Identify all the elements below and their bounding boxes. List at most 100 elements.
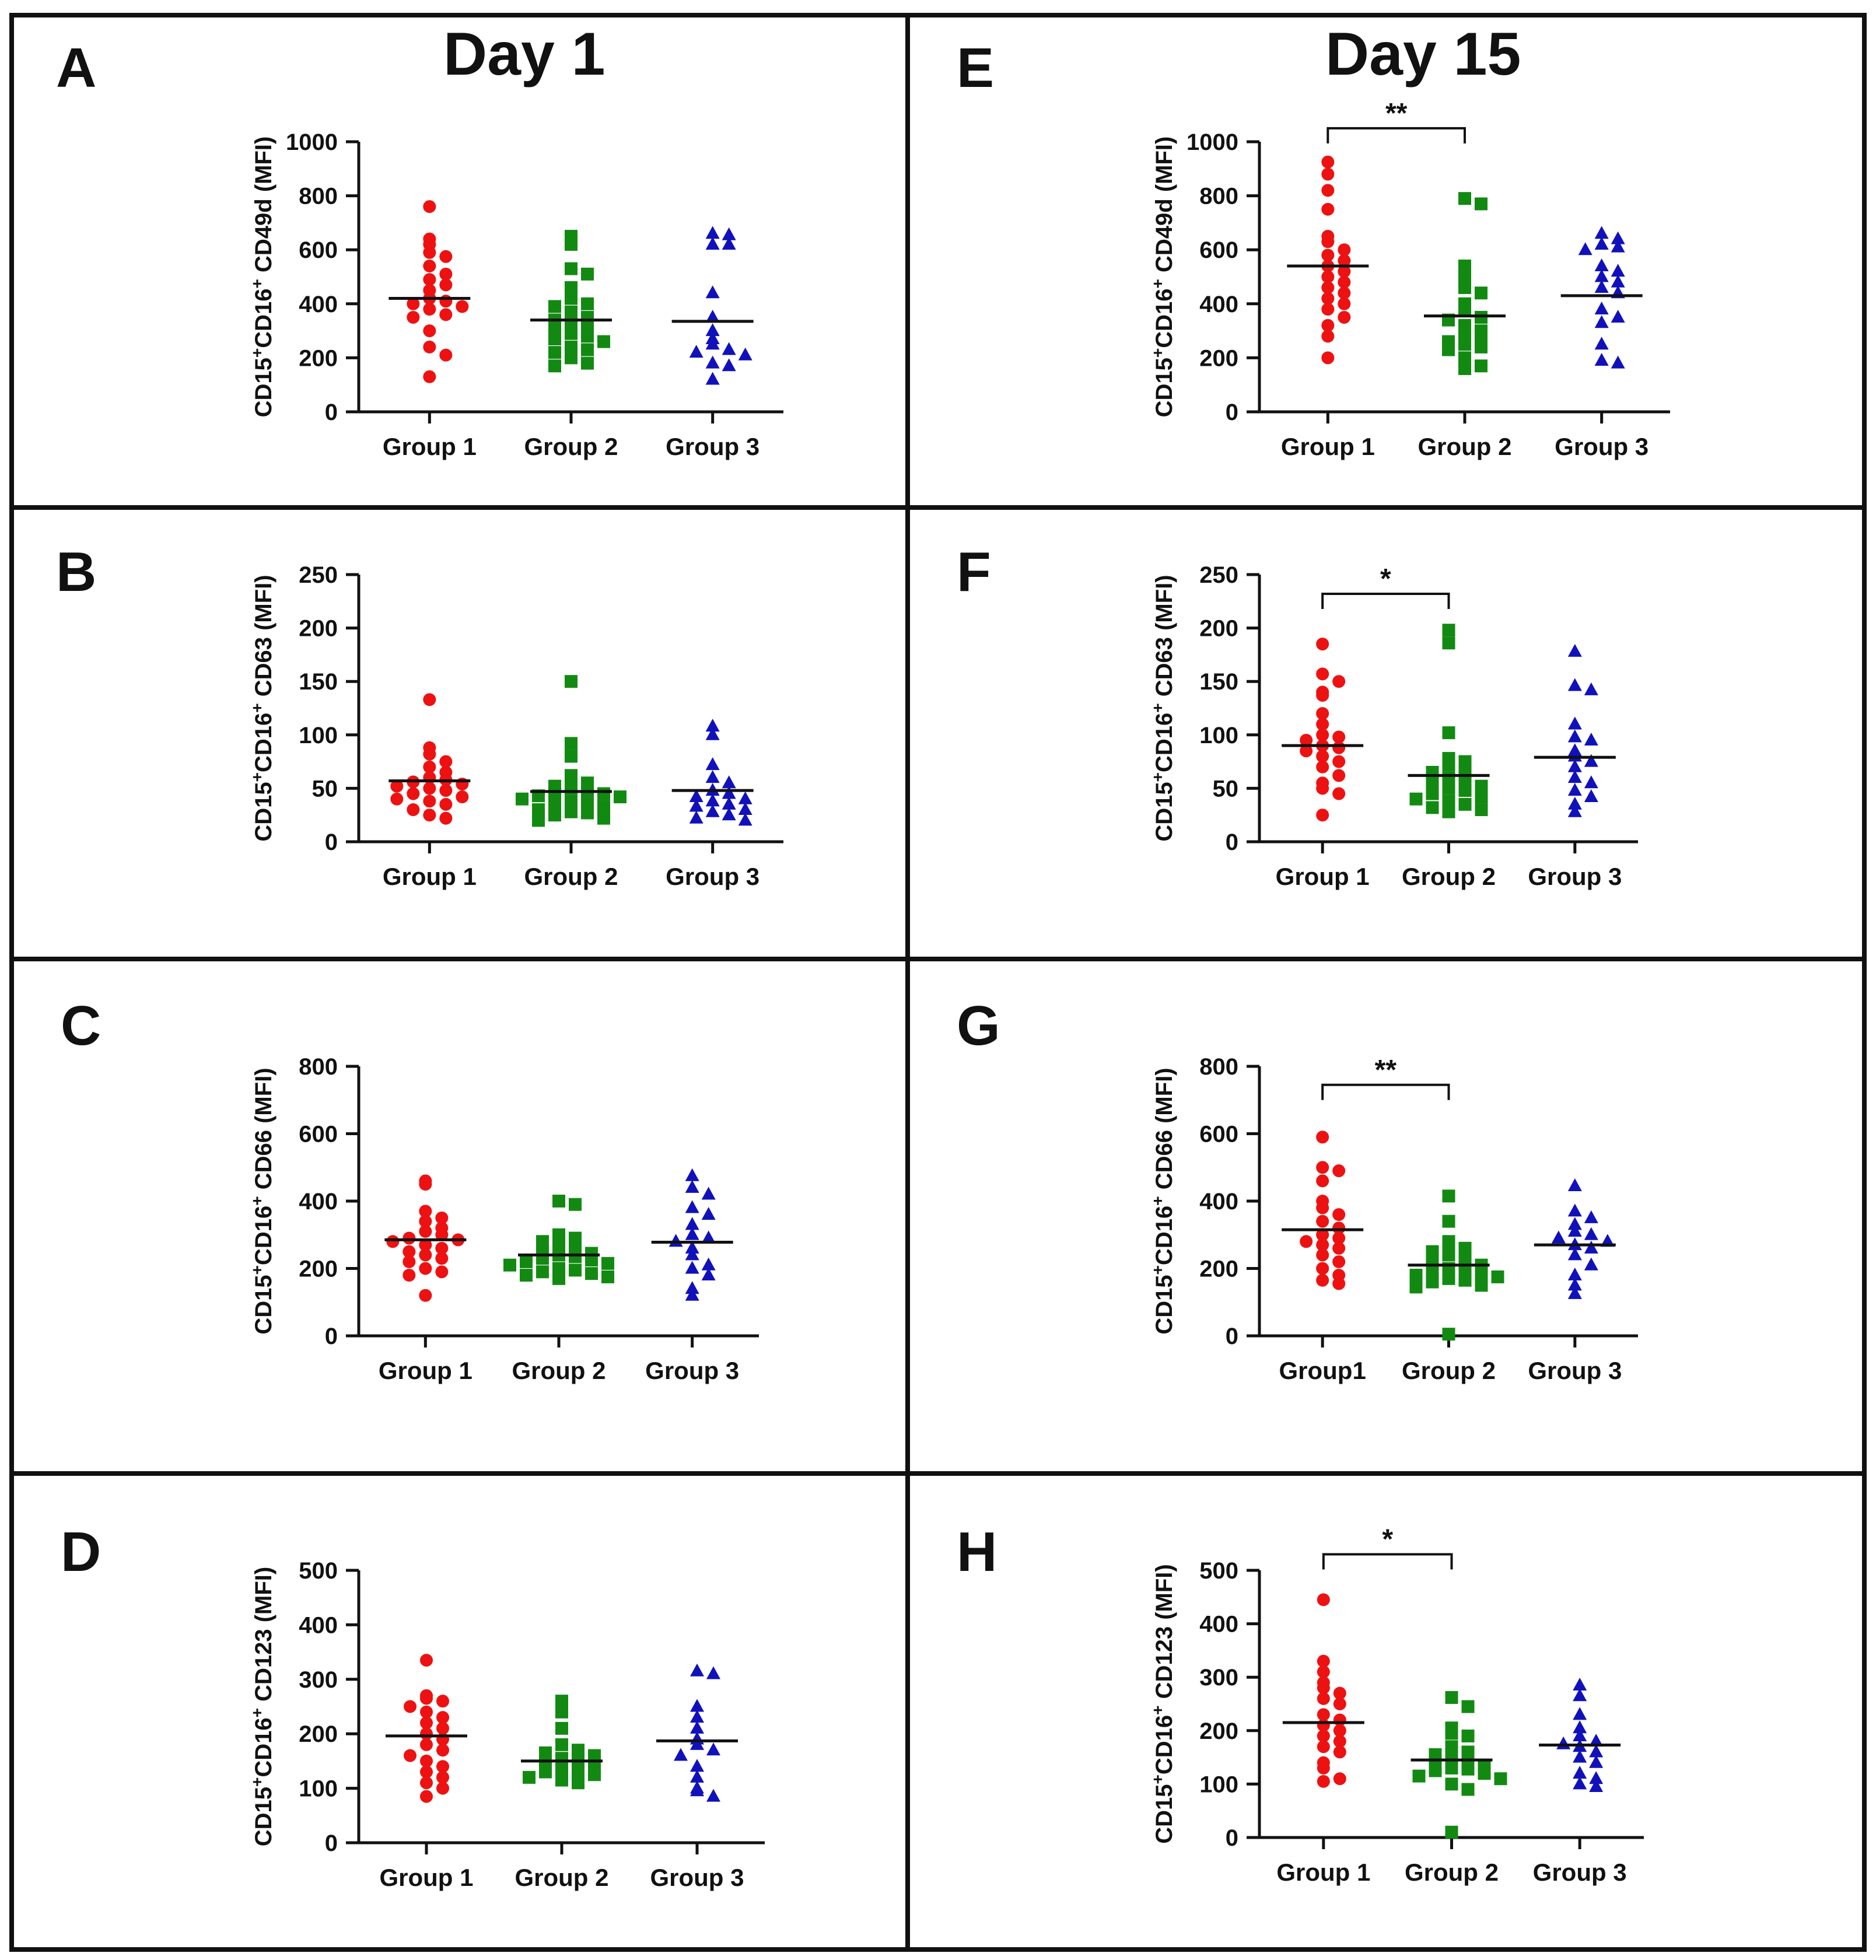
point-group-1 xyxy=(1333,1698,1346,1710)
point-group-3 xyxy=(1584,789,1598,803)
point-group-3 xyxy=(1589,1734,1604,1747)
point-group-2 xyxy=(1442,805,1455,818)
y-tick-label: 400 xyxy=(299,1189,338,1214)
point-group-1 xyxy=(419,1262,432,1275)
point-group-3 xyxy=(738,347,752,360)
point-group-2 xyxy=(1442,1238,1455,1252)
point-group-2 xyxy=(588,1749,601,1762)
y-tick-label: 200 xyxy=(299,1721,338,1747)
y-axis-label-part: CD66 (MFI) xyxy=(251,1068,276,1196)
point-group-1 xyxy=(420,1790,433,1803)
y-tick-label: 300 xyxy=(299,1667,338,1693)
point-group1 xyxy=(1316,1248,1329,1262)
point-group-3 xyxy=(705,793,720,807)
point-group-1 xyxy=(402,1269,416,1282)
point-group-2 xyxy=(614,790,626,804)
point-group-3 xyxy=(674,1748,688,1761)
point-group-3 xyxy=(1589,1779,1604,1792)
point-group-2 xyxy=(1475,779,1488,793)
y-axis-label-part: CD16 xyxy=(251,713,276,772)
point-group-1 xyxy=(419,1178,432,1191)
point-group-2 xyxy=(1458,318,1471,332)
point-group-1 xyxy=(402,1255,416,1268)
point-group-3 xyxy=(689,799,704,812)
point-group-3 xyxy=(1573,1776,1587,1790)
point-group-1 xyxy=(435,1241,449,1255)
panel-label-h: H xyxy=(957,1521,998,1583)
point-group-2 xyxy=(565,340,578,354)
panel-label-g: G xyxy=(957,995,1000,1057)
point-group-3 xyxy=(1594,269,1609,282)
point-group-1 xyxy=(1317,1692,1330,1705)
point-group-3 xyxy=(1567,1223,1582,1237)
point-group-1 xyxy=(435,1228,449,1241)
point-group-2 xyxy=(581,806,594,820)
point-group-3 xyxy=(701,1268,716,1281)
point-group-3 xyxy=(722,236,736,250)
point-group-2 xyxy=(1442,758,1455,772)
point-group-1 xyxy=(439,250,453,263)
significance-bracket xyxy=(1326,127,1466,144)
point-group-2 xyxy=(1442,1248,1455,1262)
point-group-2 xyxy=(565,675,578,688)
point-group-3 xyxy=(690,1710,704,1723)
point-group-2 xyxy=(555,1695,568,1708)
point-group-2 xyxy=(1445,1740,1458,1754)
point-group-3 xyxy=(1567,1178,1582,1192)
point-group-3 xyxy=(705,372,720,385)
y-tick-label: 800 xyxy=(1199,1054,1238,1080)
point-group-2 xyxy=(532,803,545,817)
significance-bracket xyxy=(1321,1083,1450,1100)
point-group-1 xyxy=(419,1214,432,1228)
point-group-1 xyxy=(436,1760,449,1773)
point-group-2 xyxy=(565,262,578,275)
y-tick-label: 100 xyxy=(1199,723,1238,748)
point-group-2 xyxy=(601,1270,614,1283)
point-group-1 xyxy=(439,308,453,321)
point-group-1 xyxy=(1321,235,1335,249)
point-group1 xyxy=(1316,1238,1329,1252)
point-group-1 xyxy=(1338,297,1351,310)
y-tick-label: 100 xyxy=(299,1776,338,1802)
point-group-3 xyxy=(1573,1688,1587,1702)
point-group-3 xyxy=(705,309,720,323)
point-group-1 xyxy=(420,1765,433,1779)
y-tick-label: 500 xyxy=(299,1558,338,1584)
point-group-3 xyxy=(1594,226,1609,239)
point-group-2 xyxy=(1458,1264,1472,1277)
point-group-2 xyxy=(503,1258,516,1272)
point-group-3 xyxy=(701,1257,716,1270)
y-tick-label: 400 xyxy=(299,1612,338,1638)
point-group-2 xyxy=(569,1198,582,1211)
point-group-3 xyxy=(705,226,720,239)
x-tick-label: Group 3 xyxy=(1533,1859,1627,1886)
point-group-1 xyxy=(1332,769,1346,782)
point-group-1 xyxy=(420,1692,433,1705)
point-group-2 xyxy=(1429,1764,1442,1777)
point-group-1 xyxy=(1332,730,1346,744)
y-axis-label-part: + xyxy=(1149,279,1167,288)
point-group-3 xyxy=(722,796,736,810)
point-group-2 xyxy=(565,805,578,818)
point-group-3 xyxy=(722,227,736,240)
y-axis-label-part: + xyxy=(248,703,266,712)
point-group-1 xyxy=(1321,184,1335,197)
point-group-3 xyxy=(1584,1227,1598,1240)
x-tick-label: Group 1 xyxy=(1276,1859,1370,1886)
point-group-1 xyxy=(1300,733,1313,747)
panel-label-c: C xyxy=(61,995,102,1057)
point-group-1 xyxy=(1332,675,1346,688)
point-group1 xyxy=(1316,1161,1329,1174)
point-group-3 xyxy=(1556,1736,1571,1749)
point-group-2 xyxy=(565,750,578,763)
y-tick-label: 1000 xyxy=(1186,130,1238,155)
point-group-2 xyxy=(601,1256,614,1270)
point-group-2 xyxy=(548,332,561,345)
point-group-1 xyxy=(1316,638,1329,651)
y-axis-label-part: + xyxy=(1149,1196,1167,1205)
y-axis-label-part: + xyxy=(1149,1265,1167,1275)
y-tick-label: 600 xyxy=(299,1122,338,1147)
point-group-1 xyxy=(407,297,420,310)
y-tick-label: 100 xyxy=(299,723,338,748)
